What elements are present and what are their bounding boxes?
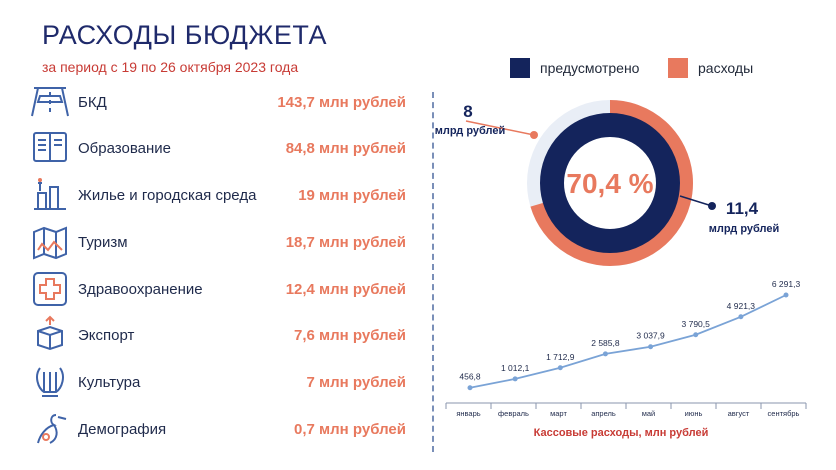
data-label: 3 037,9 bbox=[636, 331, 665, 341]
category-label: Туризм bbox=[78, 233, 128, 251]
category-row: Экспорт 7,6 млн рублей bbox=[28, 315, 428, 355]
category-row: Жилье и городская среда 19 млн рублей bbox=[28, 175, 428, 215]
book-icon bbox=[33, 132, 67, 162]
x-tick-label: январь bbox=[456, 409, 480, 418]
series-line bbox=[469, 294, 787, 389]
data-point bbox=[512, 376, 518, 382]
x-tick-label: июнь bbox=[685, 409, 703, 418]
page-subtitle: за период с 19 по 26 октября 2023 года bbox=[42, 59, 299, 75]
category-label: Здравоохранение bbox=[78, 280, 203, 298]
x-tick-label: август bbox=[728, 409, 750, 418]
planned-value: 11,4 bbox=[726, 199, 759, 218]
category-label: Демография bbox=[78, 420, 167, 438]
category-label: Жилье и городская среда bbox=[78, 186, 257, 204]
planned-callout-dot bbox=[708, 202, 716, 210]
data-label: 3 790,5 bbox=[682, 319, 711, 329]
category-value: 7,6 млн рублей bbox=[294, 326, 406, 344]
medical-cross-icon bbox=[33, 272, 67, 306]
spent-callout-line bbox=[465, 120, 535, 136]
line-chart: 456,8 январь 1 012,1 февраль 1 712,9 март 2 58… bbox=[445, 279, 807, 418]
category-label: Экспорт bbox=[78, 326, 135, 344]
page-title: РАСХОДЫ БЮДЖЕТА bbox=[42, 20, 327, 50]
data-point bbox=[738, 314, 744, 320]
x-tick-label: май bbox=[642, 409, 656, 418]
category-row: Здравоохранение 12,4 млн рублей bbox=[28, 269, 428, 309]
legend-planned-label: предусмотрено bbox=[540, 60, 640, 76]
category-row: Культура 7 млн рублей bbox=[28, 362, 428, 402]
data-label: 6 291,3 bbox=[772, 279, 801, 289]
map-icon bbox=[33, 226, 67, 260]
line-chart-xlabel: Кассовые расходы, млн рублей bbox=[534, 427, 709, 439]
data-label: 1 012,1 bbox=[501, 363, 530, 373]
section-divider bbox=[432, 92, 434, 452]
legend-spent-swatch bbox=[668, 58, 688, 78]
data-label: 1 712,9 bbox=[546, 352, 575, 362]
x-tick-label: сентябрь bbox=[768, 409, 800, 418]
donut-planned-ring bbox=[540, 113, 680, 253]
category-row: БКД 143,7 млн рублей bbox=[28, 82, 428, 122]
data-label: 4 921,3 bbox=[727, 301, 756, 311]
data-label: 2 585,8 bbox=[591, 338, 620, 348]
spent-unit: млрд рублей bbox=[435, 125, 506, 137]
data-point bbox=[783, 292, 789, 298]
category-label: БКД bbox=[78, 93, 107, 111]
category-row: Демография 0,7 млн рублей bbox=[28, 409, 428, 449]
lyre-icon bbox=[36, 367, 64, 397]
category-row: Образование 84,8 млн рублей bbox=[28, 128, 428, 168]
spent-callout-dot bbox=[530, 131, 538, 139]
x-tick-label: март bbox=[550, 409, 567, 418]
data-point bbox=[648, 344, 654, 350]
category-row: Туризм 18,7 млн рублей bbox=[28, 222, 428, 262]
category-label: Образование bbox=[78, 139, 171, 157]
data-point bbox=[602, 351, 608, 357]
legend-spent: расходы bbox=[668, 58, 753, 78]
data-point bbox=[467, 385, 473, 391]
category-value: 0,7 млн рублей bbox=[294, 420, 406, 438]
x-tick-label: февраль bbox=[498, 409, 529, 418]
stork-icon bbox=[37, 414, 67, 444]
category-value: 12,4 млн рублей bbox=[285, 280, 406, 298]
planned-callout-line bbox=[679, 195, 713, 207]
data-point bbox=[557, 365, 563, 371]
legend-planned-swatch bbox=[510, 58, 530, 78]
spent-value: 8 bbox=[463, 102, 472, 121]
category-value: 19 млн рублей bbox=[298, 186, 406, 204]
legend-spent-label: расходы bbox=[698, 60, 754, 76]
donut-percent: 70,4 % bbox=[566, 168, 653, 199]
export-box-icon bbox=[37, 315, 63, 351]
x-tick-label: апрель bbox=[591, 409, 616, 418]
data-point bbox=[693, 332, 699, 338]
category-value: 84,8 млн рублей bbox=[285, 139, 406, 157]
data-label: 456,8 bbox=[459, 372, 481, 382]
road-icon bbox=[31, 87, 69, 117]
category-value: 143,7 млн рублей bbox=[277, 93, 406, 111]
donut-spent-arc bbox=[530, 100, 693, 266]
category-value: 18,7 млн рублей bbox=[285, 233, 406, 251]
city-icon bbox=[34, 178, 66, 210]
legend-planned: предусмотрено bbox=[510, 58, 639, 78]
planned-unit: млрд рублей bbox=[709, 223, 780, 235]
category-label: Культура bbox=[78, 373, 141, 391]
category-value: 7 млн рублей bbox=[306, 373, 406, 391]
